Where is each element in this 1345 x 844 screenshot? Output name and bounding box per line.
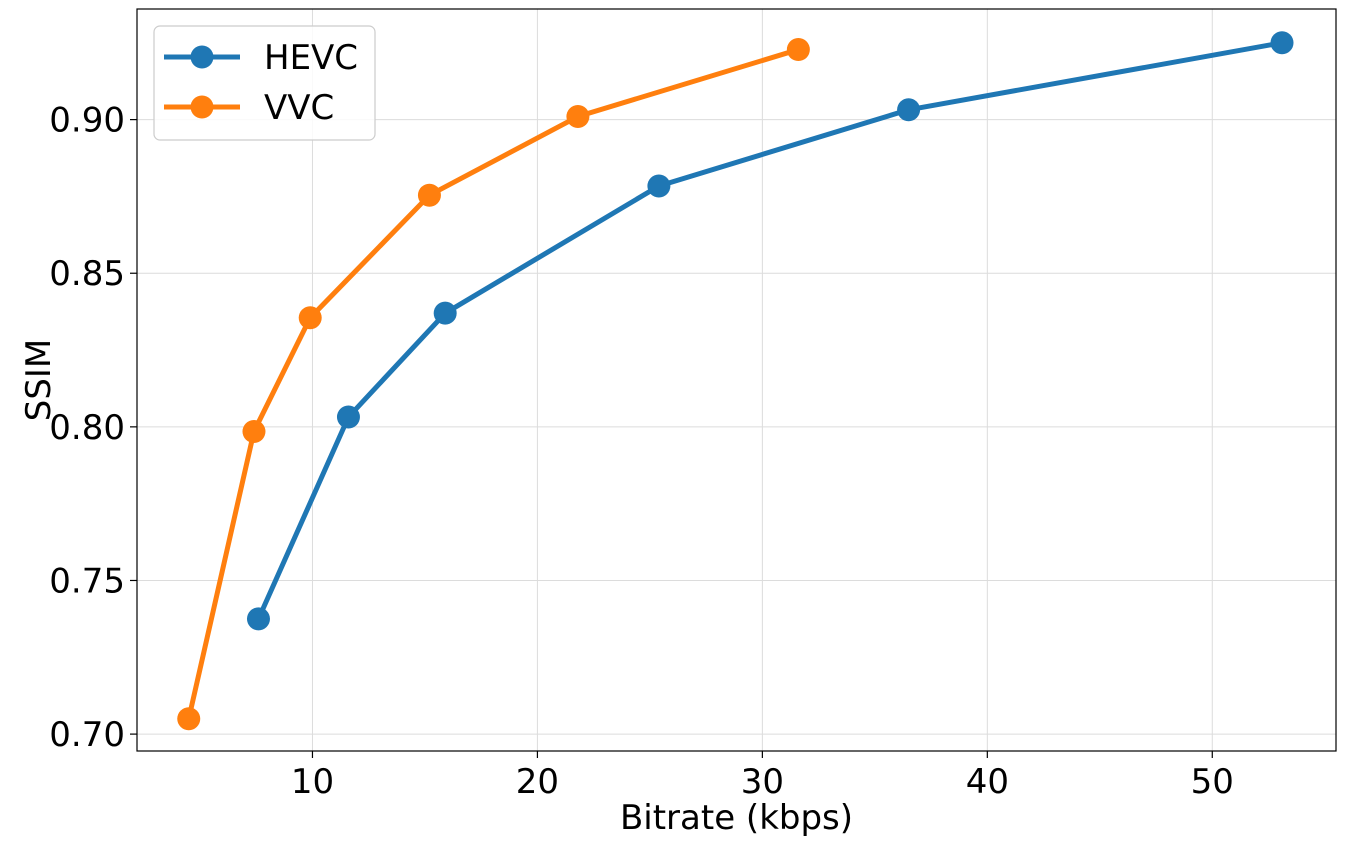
y-axis-title: SSIM bbox=[19, 339, 59, 422]
data-point bbox=[417, 183, 441, 207]
x-tick-label: 20 bbox=[516, 762, 559, 802]
y-axis-ticks: 0.70 0.75 0.80 0.85 0.90 bbox=[49, 101, 137, 755]
data-point bbox=[647, 174, 671, 198]
data-point bbox=[433, 301, 457, 325]
y-tick-label: 0.70 bbox=[49, 715, 125, 755]
legend-item-vvc: VVC bbox=[164, 88, 334, 128]
series-line bbox=[186, 47, 800, 720]
x-tick-label: 50 bbox=[1191, 762, 1234, 802]
series-hevc bbox=[246, 31, 1294, 631]
legend-item-hevc: HEVC bbox=[164, 38, 358, 78]
x-tick-label: 30 bbox=[741, 762, 784, 802]
grid bbox=[137, 9, 1336, 751]
data-point bbox=[242, 419, 266, 443]
y-tick-label: 0.85 bbox=[49, 254, 125, 294]
data-point bbox=[1270, 31, 1294, 55]
y-tick-label: 0.90 bbox=[49, 101, 125, 141]
data-point bbox=[786, 38, 810, 62]
data-point bbox=[246, 607, 270, 631]
y-tick-label: 0.80 bbox=[49, 408, 125, 448]
legend-label: HEVC bbox=[264, 38, 358, 78]
y-tick-label: 0.75 bbox=[49, 561, 125, 601]
data-point bbox=[177, 707, 201, 731]
legend: HEVC VVC bbox=[153, 25, 376, 141]
x-tick-label: 10 bbox=[291, 762, 334, 802]
x-axis-ticks: 10 20 30 40 50 bbox=[291, 751, 1234, 802]
data-point bbox=[336, 405, 360, 429]
series-vvc bbox=[177, 38, 810, 731]
x-axis-title: Bitrate (kbps) bbox=[620, 798, 853, 838]
x-tick-label: 40 bbox=[966, 762, 1009, 802]
legend-marker bbox=[190, 95, 214, 119]
legend-label: VVC bbox=[264, 88, 334, 128]
data-point bbox=[566, 105, 590, 129]
series-line bbox=[256, 40, 1283, 620]
legend-marker bbox=[190, 45, 214, 69]
plot-area-frame bbox=[136, 8, 1337, 752]
data-point bbox=[298, 306, 322, 330]
data-point bbox=[897, 98, 921, 122]
data-series bbox=[177, 31, 1294, 731]
